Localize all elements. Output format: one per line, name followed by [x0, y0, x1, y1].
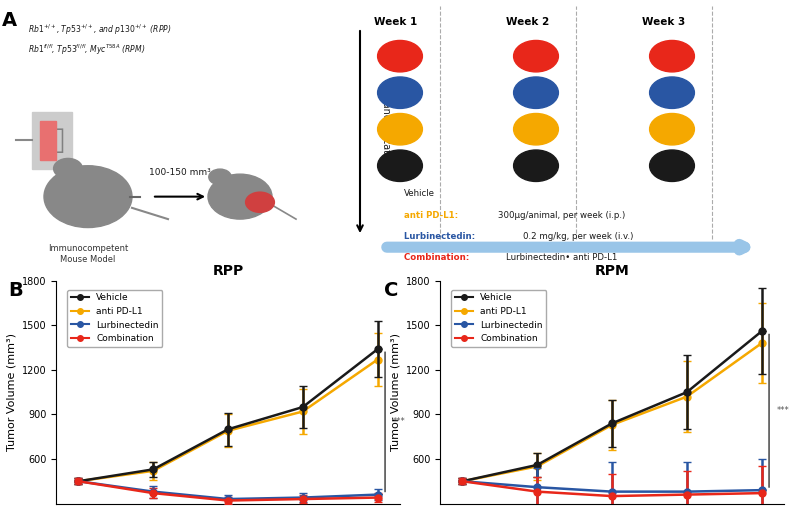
Bar [32, 112, 72, 169]
Legend: Vehicle, anti PD-L1, Lurbinectedin, Combination: Vehicle, anti PD-L1, Lurbinectedin, Comb… [67, 290, 162, 347]
Title: RPM: RPM [594, 264, 630, 278]
Circle shape [44, 166, 132, 227]
Circle shape [378, 40, 422, 72]
Y-axis label: Tumor Volume (mm³): Tumor Volume (mm³) [390, 333, 400, 451]
Circle shape [378, 150, 422, 181]
Text: Lurbinectedin:: Lurbinectedin: [404, 232, 478, 241]
Circle shape [246, 192, 274, 213]
Text: 🖊: 🖊 [48, 127, 64, 154]
Text: $Rb1^{fl/fl}$, $Tp53^{fl/fl}$, $Myc^{T58A}$ (RPM): $Rb1^{fl/fl}$, $Tp53^{fl/fl}$, $Myc^{T58… [28, 42, 146, 57]
Circle shape [54, 158, 82, 179]
Circle shape [378, 113, 422, 145]
Text: Week 2: Week 2 [506, 17, 550, 27]
Circle shape [650, 150, 694, 181]
Circle shape [208, 174, 272, 219]
Circle shape [650, 77, 694, 109]
Text: Randomization: Randomization [380, 95, 390, 169]
Text: Combination:: Combination: [404, 253, 472, 262]
Text: C: C [384, 281, 398, 300]
Text: 100-150 mm³: 100-150 mm³ [149, 168, 211, 177]
Circle shape [514, 150, 558, 181]
Text: Lurbinectedin• anti PD-L1: Lurbinectedin• anti PD-L1 [506, 253, 618, 262]
Text: $Rb1^{+/+}$, $Tp53^{+/+}$, and $p130^{+/+}$ (RPP): $Rb1^{+/+}$, $Tp53^{+/+}$, and $p130^{+/… [28, 22, 172, 37]
Circle shape [650, 113, 694, 145]
Text: B: B [8, 281, 22, 300]
Circle shape [514, 40, 558, 72]
Y-axis label: Tumor Volume (mm³): Tumor Volume (mm³) [6, 333, 16, 451]
Text: A: A [2, 11, 17, 30]
Circle shape [514, 113, 558, 145]
Text: Immunocompetent
Mouse Model: Immunocompetent Mouse Model [48, 244, 128, 264]
Circle shape [209, 169, 231, 185]
Circle shape [378, 77, 422, 109]
Circle shape [650, 40, 694, 72]
Title: RPP: RPP [212, 264, 244, 278]
Text: Vehicle: Vehicle [404, 189, 435, 198]
Text: ***: *** [777, 407, 790, 415]
Text: 0.2 mg/kg, per week (i.v.): 0.2 mg/kg, per week (i.v.) [523, 232, 633, 241]
Text: ***: *** [393, 418, 406, 426]
Text: Week 1: Week 1 [374, 17, 418, 27]
Circle shape [514, 77, 558, 109]
Text: anti PD-L1:: anti PD-L1: [404, 210, 461, 219]
Legend: Vehicle, anti PD-L1, Lurbinectedin, Combination: Vehicle, anti PD-L1, Lurbinectedin, Comb… [451, 290, 546, 347]
Text: Week 3: Week 3 [642, 17, 686, 27]
Text: 300μg/animal, per week (i.p.): 300μg/animal, per week (i.p.) [498, 210, 625, 219]
Bar [40, 121, 56, 160]
